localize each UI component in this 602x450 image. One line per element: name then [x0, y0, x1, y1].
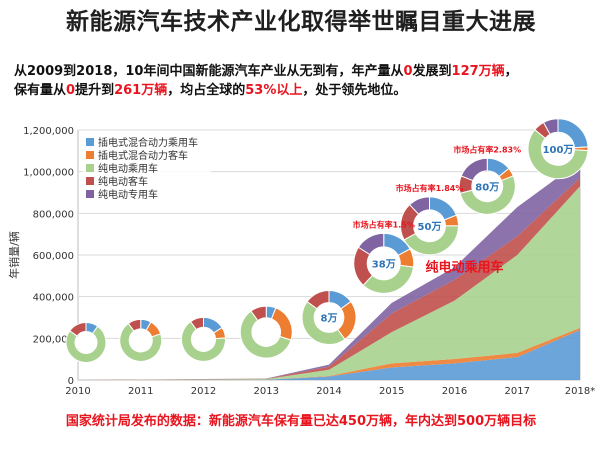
y-tick-label: 1,000,000 — [23, 168, 74, 179]
donut-hole — [542, 133, 574, 165]
donut-2017 — [458, 157, 516, 215]
x-tick-label: 2011 — [128, 386, 153, 397]
donut-2013 — [239, 305, 293, 359]
x-tick-label: 2015 — [379, 386, 404, 397]
subtitle-line-2: 保有量从0提升到261万辆，均占全球的53%以上，处于领先地位。 — [14, 81, 594, 100]
donut-total-label: 80万 — [475, 181, 499, 193]
donut-total-label: 8万 — [321, 313, 338, 325]
legend-label: 纯电动客车 — [98, 175, 148, 188]
subtitle-line-1: 从2009到2018，10年间中国新能源汽车产业从无到有，年产量从0发展到127… — [14, 62, 594, 81]
subtitle-highlight: 0 — [66, 83, 76, 98]
donut-hole — [130, 329, 152, 351]
donut-2011 — [119, 318, 163, 362]
legend-label: 插电式混合动力客车 — [98, 149, 188, 162]
donut-2016 — [400, 196, 460, 256]
market-share-label: 市场占有率1.84% — [396, 183, 464, 193]
legend-swatch — [86, 190, 94, 198]
subtitle-text: 提升到 — [75, 83, 115, 98]
x-tick-label: 2012 — [191, 386, 216, 397]
donut-2014 — [301, 289, 357, 345]
subtitle-highlight: 261万辆 — [114, 83, 168, 98]
donut-2010 — [65, 321, 107, 363]
donut-hole — [315, 303, 343, 332]
donut-segment — [250, 305, 267, 322]
x-tick-label: 2017 — [505, 386, 530, 397]
donut-2012 — [181, 316, 226, 362]
donut-segment — [403, 225, 460, 256]
sales-area-chart: 0 200,000 400,000 600,000 800,000 1,000,000 1,… — [7, 118, 595, 397]
donut-segment — [69, 321, 87, 337]
donut-total-label: 50万 — [418, 221, 442, 233]
donut-hole — [192, 328, 215, 351]
donut-segment — [119, 322, 163, 362]
legend-label: 纯电动专用车 — [98, 188, 158, 201]
donut-2018* — [527, 118, 589, 180]
x-tick-label: 2013 — [254, 386, 279, 397]
x-tick-label: 2014 — [316, 386, 341, 397]
donut-hole — [76, 332, 96, 353]
area-series-3 — [78, 177, 580, 380]
donut-total-label: 100万 — [543, 144, 574, 156]
y-tick-label: 200,000 — [33, 334, 74, 345]
legend-label: 纯电动乘用车 — [98, 162, 158, 175]
donut-segment — [357, 232, 385, 256]
y-axis-label: 年销量/辆 — [7, 231, 21, 279]
page-title: 新能源汽车技术产业化取得举世瞩目重大进展 — [66, 9, 536, 35]
legend-swatch — [86, 164, 94, 172]
legend-swatch — [86, 138, 94, 146]
subtitle-text: 从2009到2018，10年间中国新能源汽车产业从无到有，年产量从 — [14, 64, 404, 79]
area-label: 纯电动乘用车 — [425, 260, 503, 276]
legend-swatch — [86, 177, 94, 185]
subtitle-text: 保有量从 — [14, 83, 67, 98]
donut-segment — [408, 196, 430, 215]
donut-total-label: 38万 — [372, 258, 396, 270]
donut-segment — [239, 310, 292, 359]
subtitle-text: ， — [504, 64, 518, 79]
donut-2015 — [353, 232, 415, 294]
y-tick-label: 400,000 — [33, 293, 74, 304]
donut-hole — [472, 171, 502, 201]
legend-label: 插电式混合动力乘用车 — [98, 136, 198, 149]
area-series-2 — [78, 186, 580, 380]
subtitle-highlight: 53%以上 — [245, 83, 303, 98]
subtitle-highlight: 127万辆 — [451, 64, 505, 79]
x-tick-label: 2010 — [65, 386, 90, 397]
y-tick-label: 1,200,000 — [23, 126, 74, 137]
x-tick-label: 2018* — [565, 386, 595, 397]
donut-hole — [252, 318, 280, 346]
donut-segment — [460, 157, 488, 182]
market-share-label: 市场占有率2.83% — [453, 144, 521, 154]
donut-segment — [306, 289, 330, 310]
donut-segment — [527, 128, 589, 180]
area-series-0 — [78, 330, 580, 380]
subtitle-highlight: 0 — [403, 64, 413, 79]
donut-segment — [542, 118, 559, 135]
legend-box — [83, 132, 211, 203]
donut-segment — [459, 175, 516, 215]
y-tick-label: 0 — [68, 376, 74, 387]
donut-hole — [368, 247, 400, 279]
subtitle-text: 发展到 — [412, 64, 452, 79]
market-share-label: 市场占有率1.5% — [353, 219, 415, 229]
y-tick-label: 800,000 — [33, 209, 74, 220]
y-tick-label: 600,000 — [33, 251, 74, 262]
subtitle-text: ，均占全球的 — [167, 83, 246, 98]
subtitle: 从2009到2018，10年间中国新能源汽车产业从无到有，年产量从0发展到127… — [14, 62, 594, 100]
legend-swatch — [86, 151, 94, 159]
subtitle-text: ，处于领先地位。 — [302, 83, 407, 98]
donut-segment — [189, 316, 204, 331]
donut-segment — [127, 318, 142, 332]
donut-hole — [414, 210, 445, 241]
donut-segment — [181, 320, 226, 362]
footer-note: 国家统计局发布的数据：新能源汽车保有量已达450万辆，年内达到500万辆目标 — [65, 414, 537, 429]
x-tick-label: 2016 — [442, 386, 467, 397]
